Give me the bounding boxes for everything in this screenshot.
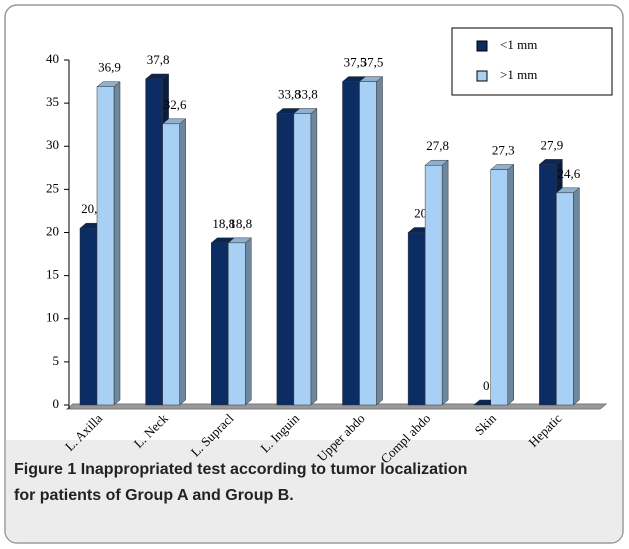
value-label: 32,6: [164, 97, 187, 112]
caption-label: Figure 1: [14, 461, 76, 478]
caption-bg: [6, 440, 622, 542]
bar: [79, 227, 98, 406]
value-label: 0: [483, 378, 490, 393]
caption-text: for patients of Group A and Group B.: [14, 487, 294, 504]
bar-side: [441, 159, 449, 406]
bar-side: [245, 237, 252, 406]
floor: [65, 403, 608, 410]
bar: [276, 113, 295, 406]
legend-label: <1 mm: [500, 37, 537, 52]
bar: [96, 86, 115, 406]
bar: [342, 81, 360, 406]
bar: [539, 164, 557, 406]
y-tick-label: 30: [46, 137, 59, 152]
value-label: 18,8: [212, 216, 235, 231]
bar-side: [507, 164, 514, 406]
caption: Figure 1 Inappropriated test according t…: [14, 461, 467, 478]
bar-side: [376, 76, 383, 406]
y-tick-label: 40: [46, 51, 59, 66]
value-label: 20: [414, 205, 427, 220]
value-label: 33,8: [278, 86, 301, 101]
bar: [228, 242, 246, 406]
value-label: 27,9: [541, 137, 564, 152]
bar: [145, 78, 163, 406]
bar: [162, 123, 180, 406]
legend: [451, 27, 613, 96]
y-tick-label: 5: [53, 353, 60, 368]
bar: [211, 242, 229, 406]
value-label: 27,3: [492, 143, 515, 158]
value-label: 18,8: [229, 216, 252, 231]
bar: [359, 81, 377, 406]
bar: [490, 169, 508, 406]
y-tick-label: 15: [46, 267, 59, 282]
y-tick-label: 10: [46, 310, 59, 325]
legend-label: >1 mm: [500, 67, 537, 82]
caption-text: Inappropriated test according to tumor l…: [81, 461, 468, 478]
bar: [556, 192, 574, 406]
value-label: 37,5: [361, 55, 384, 70]
value-label: 24,6: [558, 166, 581, 181]
value-label: 37,8: [147, 52, 170, 67]
y-tick-label: 20: [46, 223, 59, 238]
bar-side: [113, 81, 121, 406]
y-tick-label: 0: [53, 396, 60, 411]
value-label: 27,8: [426, 138, 449, 153]
value-label: 36,9: [98, 60, 121, 75]
bar-side: [573, 187, 580, 406]
y-tick-label: 25: [46, 180, 59, 195]
value-label: 37,5: [344, 55, 367, 70]
bar-side: [310, 107, 318, 406]
bar-side: [179, 118, 186, 406]
legend-swatch: [476, 40, 488, 52]
bar: [424, 164, 443, 406]
legend-swatch: [476, 70, 488, 82]
value-label: 33,8: [295, 86, 318, 101]
y-tick-label: 35: [46, 94, 59, 109]
bar: [407, 232, 426, 406]
bar: [293, 113, 312, 406]
